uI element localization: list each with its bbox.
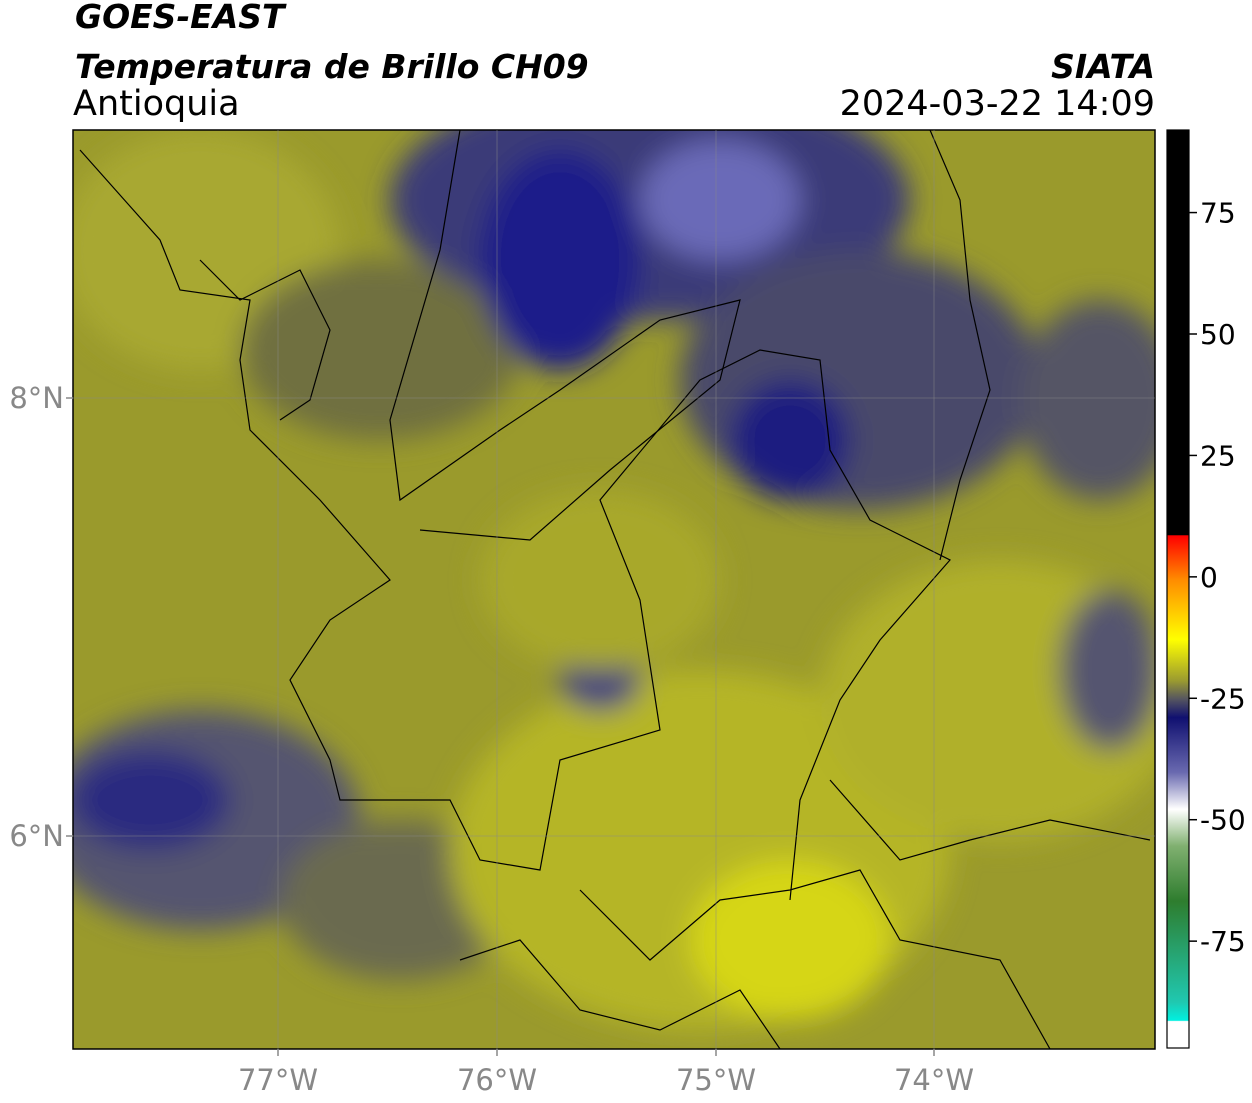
colorbar-tick-label: -50 bbox=[1200, 804, 1246, 837]
title: GOES-EAST bbox=[75, 0, 287, 36]
lat-label: 8°N bbox=[9, 381, 64, 415]
lon-label: 77°W bbox=[238, 1063, 318, 1097]
lat-label: 6°N bbox=[9, 819, 64, 853]
subtitle: Temperatura de Brillo CH09 bbox=[75, 47, 589, 86]
colorbar-tick-label: 50 bbox=[1200, 318, 1236, 351]
lon-label: 75°W bbox=[676, 1063, 756, 1097]
datetime: 2024-03-22 14:09 bbox=[840, 84, 1155, 124]
colorbar-tick-label: 75 bbox=[1200, 197, 1236, 230]
colorbar-tick-label: -75 bbox=[1200, 925, 1246, 958]
map-frame bbox=[72, 129, 1156, 1050]
source: SIATA bbox=[1051, 47, 1155, 86]
region: Antioquia bbox=[73, 84, 240, 124]
map-field bbox=[73, 130, 1155, 1049]
lon-label: 76°W bbox=[457, 1063, 537, 1097]
colorbar-tick-label: -25 bbox=[1200, 682, 1246, 715]
colorbar bbox=[1166, 129, 1190, 1049]
colorbar-tick-label: 25 bbox=[1200, 439, 1236, 472]
lon-label: 74°W bbox=[894, 1063, 974, 1097]
colorbar-tick-label: 0 bbox=[1200, 561, 1218, 594]
